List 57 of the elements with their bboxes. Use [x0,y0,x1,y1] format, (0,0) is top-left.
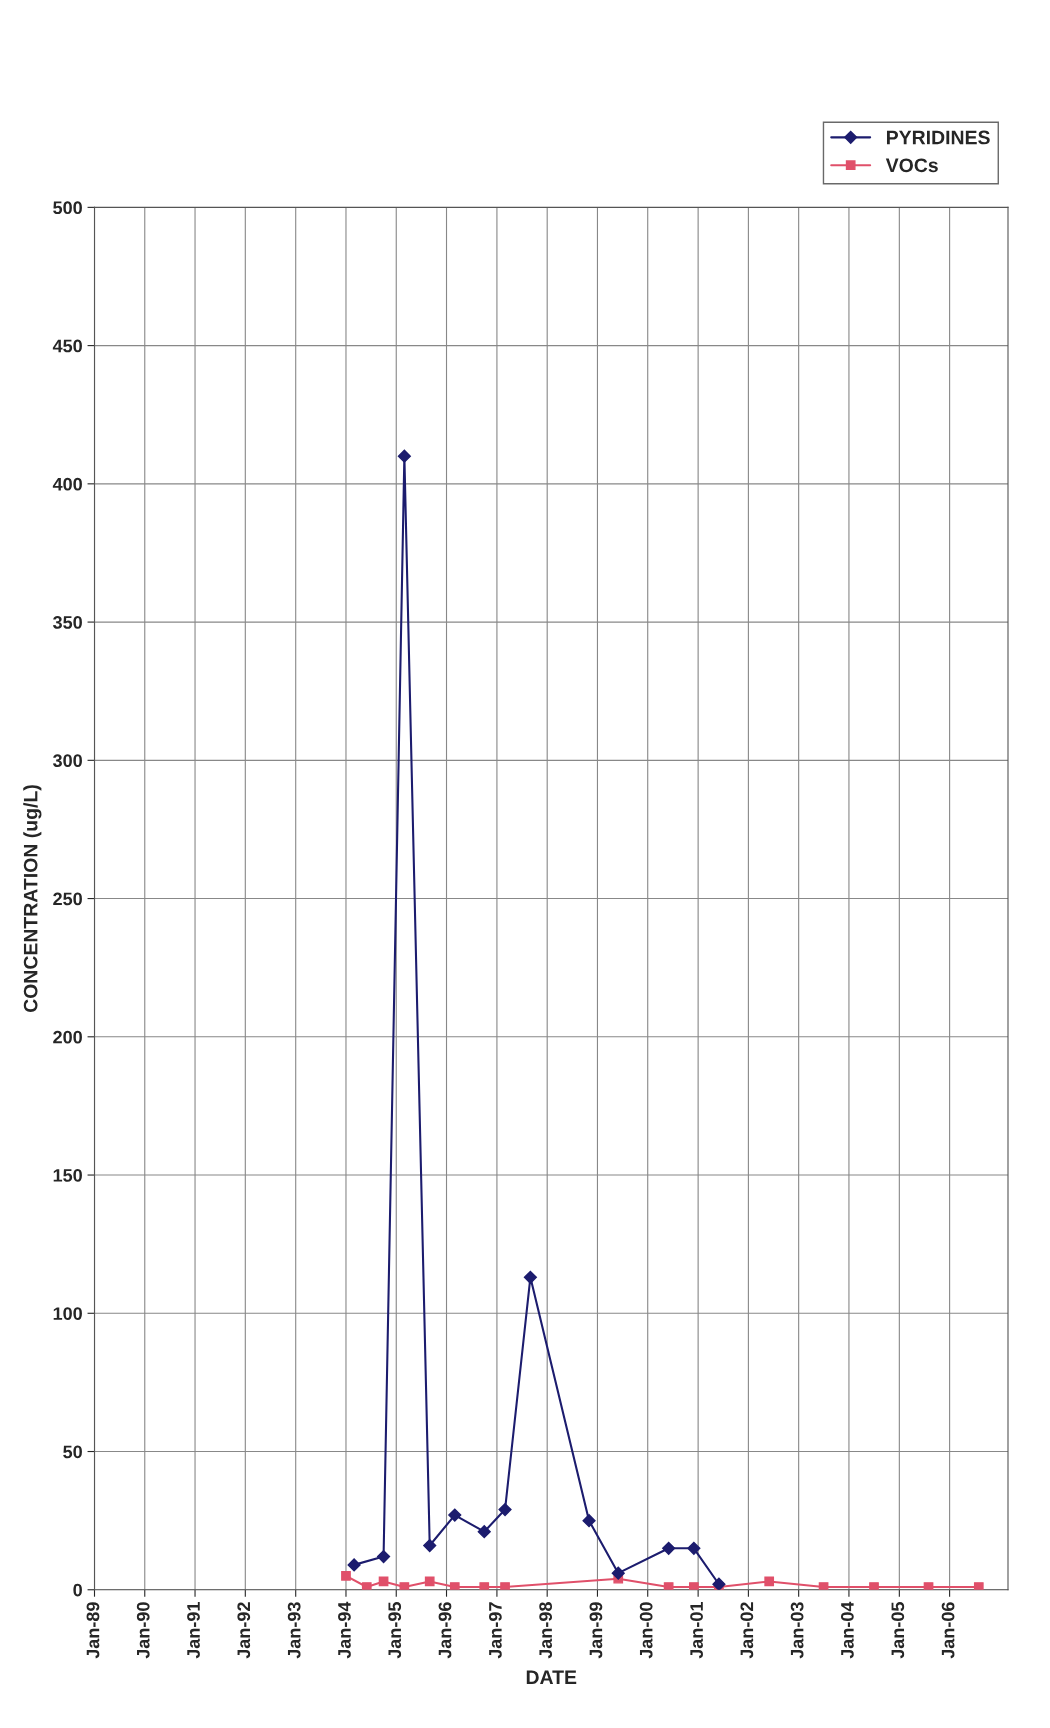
point [397,449,411,463]
y-tick-label: 300 [52,754,82,768]
y-tick-label: 500 [53,201,82,215]
point [712,1577,726,1590]
y-axis-title: CONCENTRATION (ug/L) [23,785,42,1013]
y-tick-label: 250 [53,892,82,906]
point [973,1582,984,1590]
point [361,1582,372,1590]
x-tick-label: Jan-06 [941,1602,955,1659]
x-tick-label: Jan-93 [287,1602,301,1659]
x-tick-label: Jan-03 [790,1602,804,1659]
point [523,1270,537,1284]
y-tick-label: 0 [73,1583,82,1597]
point [347,1558,361,1572]
point [611,1566,625,1580]
point [448,1508,462,1522]
point [688,1582,699,1590]
x-tick-label: Jan-99 [589,1602,603,1659]
x-tick-label: Jan-04 [840,1601,854,1659]
x-tick-label: Jan-94 [338,1601,351,1659]
point [498,1502,512,1517]
point [477,1525,491,1539]
x-tick-label: Jan-92 [237,1602,251,1659]
point [662,1541,676,1555]
point [687,1541,701,1555]
x-tick-label: Jan-02 [740,1602,754,1659]
x-tick-label: Jan-95 [388,1602,402,1659]
point [449,1582,460,1590]
x-tick-label: Jan-90 [136,1602,150,1659]
x-tick-label: Jan-05 [891,1602,905,1659]
point [423,1538,437,1553]
point [424,1576,435,1587]
x-axis-title: DATE [526,1670,577,1684]
y-tick-label: 350 [52,616,82,629]
point [341,1571,351,1581]
point [500,1582,510,1590]
legend-label: PYRIDINES [886,130,990,145]
point [663,1582,674,1590]
y-tick-label: 100 [53,1307,82,1320]
point [869,1582,879,1590]
legend-label: VOCs [885,158,938,173]
y-tick-label: 450 [52,339,82,353]
point [376,1549,391,1564]
x-tick-label: Jan-00 [639,1602,653,1659]
y-tick-label: 200 [53,1030,82,1044]
point [764,1576,775,1587]
x-tick-label: Jan-01 [690,1602,703,1659]
x-tick-label: Jan-91 [187,1602,200,1659]
x-tick-label: Jan-98 [539,1602,553,1659]
x-tick-label: Jan-96 [438,1602,452,1659]
y-tick-label: 400 [52,477,82,491]
point [479,1582,490,1590]
y-tick-label: 50 [63,1445,82,1459]
point [582,1514,596,1528]
x-tick-label: Jan-97 [488,1602,502,1659]
x-tick-label: Jan-89 [86,1602,100,1659]
y-tick-label: 150 [53,1168,82,1182]
